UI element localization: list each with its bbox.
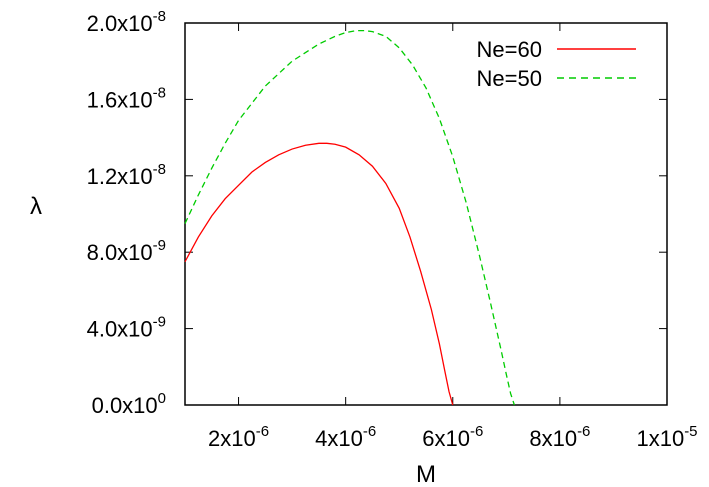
y-tick-label: 2.0x10-8 <box>87 8 166 36</box>
x-tick-label: 2x10-6 <box>208 423 269 451</box>
x-axis-label: M <box>416 461 436 487</box>
x-tick-label: 8x10-6 <box>529 423 590 451</box>
y-tick-label: 0.0x100 <box>92 390 166 418</box>
series-line-ne50 <box>184 29 515 406</box>
legend-label-ne50: Ne=50 <box>477 66 542 91</box>
legend: Ne=60 Ne=50 <box>477 37 636 91</box>
series-layer <box>184 29 515 406</box>
x-tick-label: 1x10-5 <box>636 423 697 451</box>
y-tick-label: 1.6x10-8 <box>87 84 166 112</box>
legend-label-ne60: Ne=60 <box>477 37 542 62</box>
y-tick-label: 4.0x10-9 <box>87 314 166 342</box>
y-tick-label: 8.0x10-9 <box>87 237 166 265</box>
plot-frame <box>184 22 668 406</box>
series-line-ne60 <box>184 142 454 406</box>
x-tick-label: 4x10-6 <box>315 423 376 451</box>
y-axis: 0.0x100 4.0x10-9 8.0x10-9 1.2x10-8 1.6x10-8 2… <box>87 8 667 418</box>
y-axis-label: λ <box>30 193 42 220</box>
x-axis: 2x10-6 4x10-6 6x10-6 8x10-6 1x10-5 <box>208 23 698 451</box>
x-tick-label: 6x10-6 <box>422 423 483 451</box>
y-tick-label: 1.2x10-8 <box>87 161 166 189</box>
